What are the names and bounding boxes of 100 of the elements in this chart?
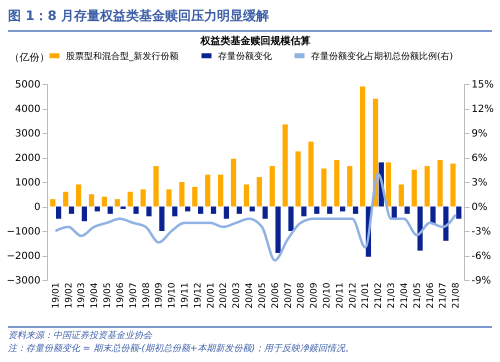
bar — [308, 142, 314, 206]
y2-tick-label: 15% — [472, 80, 494, 90]
x-tick-label: 19/02 — [64, 282, 74, 308]
y2-tick-label: 12% — [472, 104, 494, 115]
bar — [412, 170, 417, 206]
x-tick-label: 19/12 — [193, 282, 204, 308]
bar — [76, 184, 82, 206]
bar — [102, 196, 108, 206]
bar — [275, 206, 281, 254]
bar — [288, 206, 294, 231]
bar — [218, 174, 224, 206]
bar — [352, 206, 358, 214]
bar — [159, 206, 164, 231]
bar — [386, 162, 392, 206]
x-tick-label: 20/05 — [258, 282, 268, 308]
x-tick-label: 20/12 — [348, 282, 358, 308]
bar — [68, 206, 74, 214]
x-tick-label: 21/03 — [387, 282, 398, 308]
x-tick-label: 21/01 — [361, 282, 372, 308]
y-tick-label: 4000 — [15, 104, 40, 115]
bar — [94, 206, 100, 212]
bar — [340, 206, 346, 212]
y-tick-label: −3000 — [6, 276, 40, 286]
y-axis-title: （亿份） — [10, 52, 50, 64]
legend-label: 股票型和混合型_新发行份额 — [66, 50, 178, 62]
bar — [456, 206, 462, 219]
y-tick-label: −2000 — [6, 251, 40, 262]
bar — [360, 86, 366, 206]
y-tick-label: 0 — [34, 202, 40, 213]
bar — [450, 164, 456, 206]
x-tick-label: 19/10 — [168, 282, 178, 308]
x-tick-label: 20/09 — [310, 282, 320, 308]
legend-label: 存量份额变化 — [218, 50, 272, 62]
x-tick-label: 19/06 — [116, 282, 126, 308]
bar — [82, 206, 88, 222]
bar — [146, 206, 152, 216]
x-tick-label: 19/07 — [128, 282, 139, 308]
legend-label: 存量份额变化占期初总份额比例(右) — [311, 50, 454, 62]
bar — [166, 189, 172, 206]
bar — [301, 206, 306, 216]
text: 资料来源：中国证券投资基金业协会 — [8, 330, 154, 343]
chart-subtitle: 权益类基金赎回规模估算 — [200, 35, 310, 47]
bar — [198, 206, 204, 214]
bar — [250, 206, 255, 212]
x-tick-label: 19/04 — [90, 282, 100, 308]
x-tick-label: 20/02 — [219, 282, 230, 308]
bar — [192, 186, 198, 206]
bar — [262, 206, 268, 219]
x-tick-label: 20/07 — [284, 282, 294, 308]
bar — [321, 168, 327, 206]
y-tick-label: 5000 — [15, 80, 40, 90]
bar — [295, 151, 301, 206]
y2-tick-label: 0% — [472, 202, 488, 213]
x-tick-label: 20/11 — [335, 282, 346, 308]
y2-tick-label: 6% — [472, 153, 488, 164]
bar — [437, 160, 443, 206]
x-tick-label: 20/04 — [245, 282, 256, 308]
bar — [224, 206, 230, 219]
chart-title: 图 1：8 月存量权益类基金赎回压力明显缓解 — [8, 6, 492, 32]
bar — [56, 206, 62, 219]
y-tick-label: 1000 — [15, 178, 40, 188]
bar — [347, 166, 352, 206]
text: 注：存量份额变化 = 期末总份额-(期初总份额+本期新发份额)；用于反映净赎回情况。 — [8, 343, 356, 356]
bar — [128, 192, 133, 206]
bar — [256, 177, 262, 206]
x-tick-label: 19/11 — [180, 282, 190, 308]
bar — [133, 206, 139, 214]
x-tick-label: 21/06 — [426, 282, 436, 308]
x-tick-label: 21/05 — [412, 282, 423, 308]
x-tick-label: 21/02 — [374, 282, 384, 308]
x-tick-label: 20/01 — [206, 282, 216, 308]
bar — [282, 124, 288, 206]
x-tick-label: 19/09 — [154, 282, 165, 308]
y-tick-label: 2000 — [15, 153, 40, 164]
bar — [424, 166, 430, 206]
bar — [153, 166, 159, 206]
bar — [314, 206, 320, 214]
bar — [114, 199, 120, 206]
bar — [63, 192, 68, 206]
x-tick-label: 20/08 — [296, 282, 307, 308]
bar — [270, 166, 275, 206]
bar — [140, 189, 146, 206]
y2-tick-label: 3% — [472, 178, 488, 188]
bar — [334, 160, 340, 206]
x-tick-label: 21/07 — [438, 282, 449, 308]
line-series — [54, 172, 457, 262]
bar — [244, 184, 250, 206]
y2-tick-label: 9% — [472, 128, 488, 140]
bar — [404, 206, 410, 214]
bar — [398, 184, 404, 206]
bar — [88, 194, 94, 206]
bar — [185, 206, 190, 212]
bar — [230, 158, 236, 206]
x-tick-label: 20/06 — [270, 282, 281, 308]
bar — [108, 206, 113, 214]
bar — [210, 206, 216, 214]
bar — [179, 182, 184, 206]
x-tick-label: 21/08 — [452, 282, 462, 308]
y-tick-label: −1000 — [6, 226, 40, 238]
bar — [50, 199, 56, 206]
